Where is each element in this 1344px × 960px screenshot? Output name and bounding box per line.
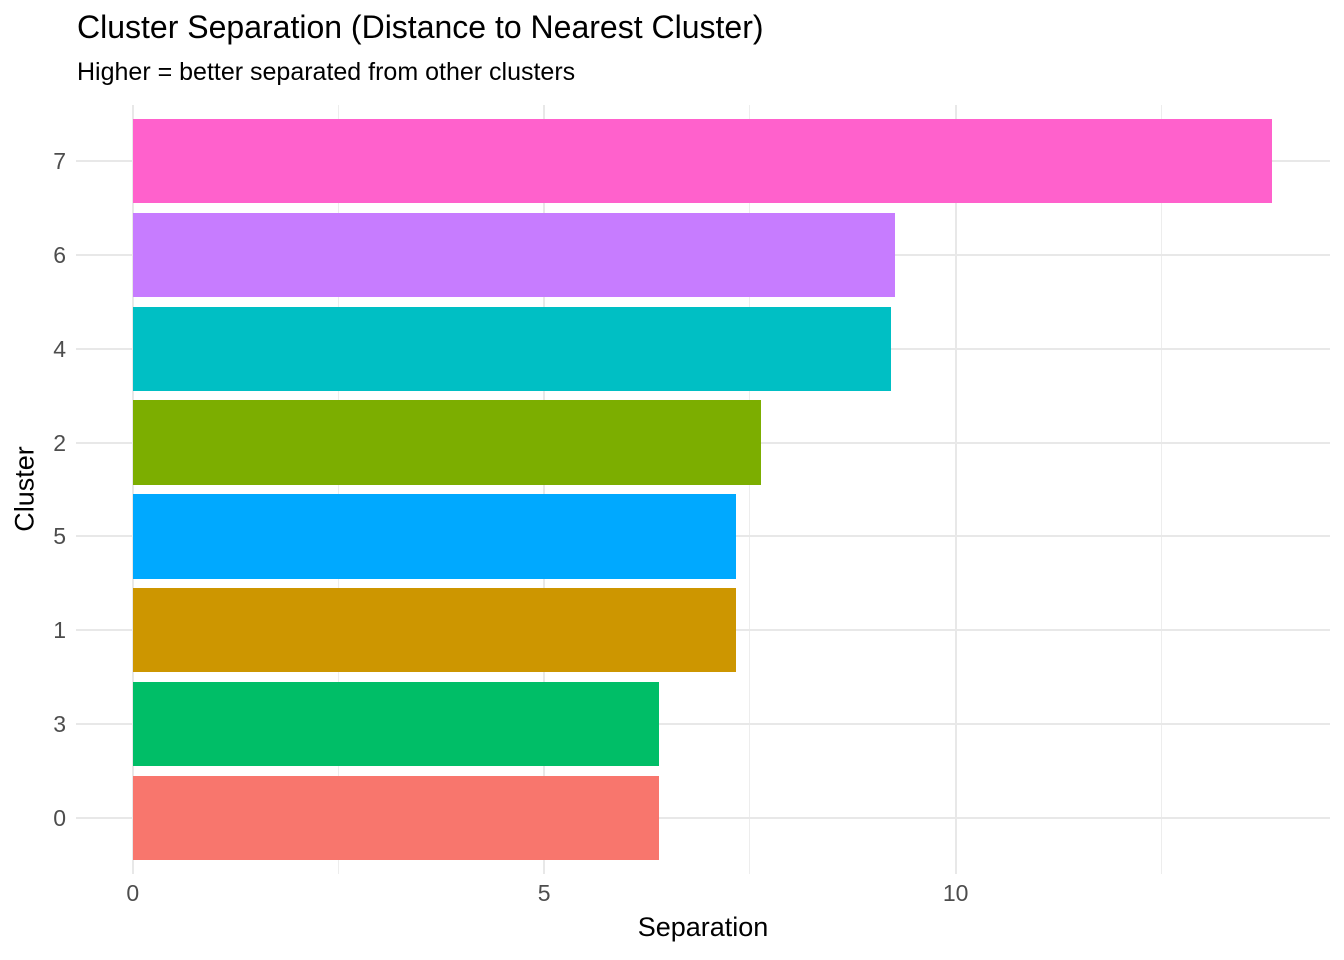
y-tick-label: 1 [53,617,66,644]
x-tick-label: 0 [126,880,140,906]
gridline-x-major [543,105,546,874]
y-axis-title: Cluster [9,446,40,532]
y-tick-label: 6 [53,242,66,269]
x-tick-label: 5 [537,880,551,906]
bar-cluster-5 [132,494,736,579]
y-tick-label: 7 [53,148,66,175]
gridline-y-major [76,722,1330,725]
chart-subtitle: Higher = better separated from other clu… [77,58,576,86]
gridline-x-minor [337,105,339,874]
bar-cluster-3 [132,681,659,767]
bar-cluster-4 [132,306,891,392]
gridline-x-major [131,105,134,874]
gridline-y-major [76,816,1330,819]
bar-cluster-1 [132,587,736,673]
gridline-x-minor [1160,105,1162,874]
bar-cluster-6 [132,212,895,298]
y-tick-label: 4 [53,335,66,362]
chart-title: Cluster Separation (Distance to Nearest … [77,9,764,45]
y-tick-label: 0 [53,804,66,831]
y-tick-label: 2 [53,429,66,456]
plot-panel [76,105,1330,874]
gridline-x-major [954,105,957,874]
bar-cluster-0 [132,775,659,860]
gridline-x-minor [749,105,751,874]
x-axis-title: Separation [637,912,769,942]
bar-cluster-7 [132,119,1273,204]
y-tick-label: 5 [53,523,66,550]
x-tick-label: 10 [942,880,969,906]
bar-cluster-2 [132,400,762,485]
y-tick-label: 3 [53,710,66,737]
